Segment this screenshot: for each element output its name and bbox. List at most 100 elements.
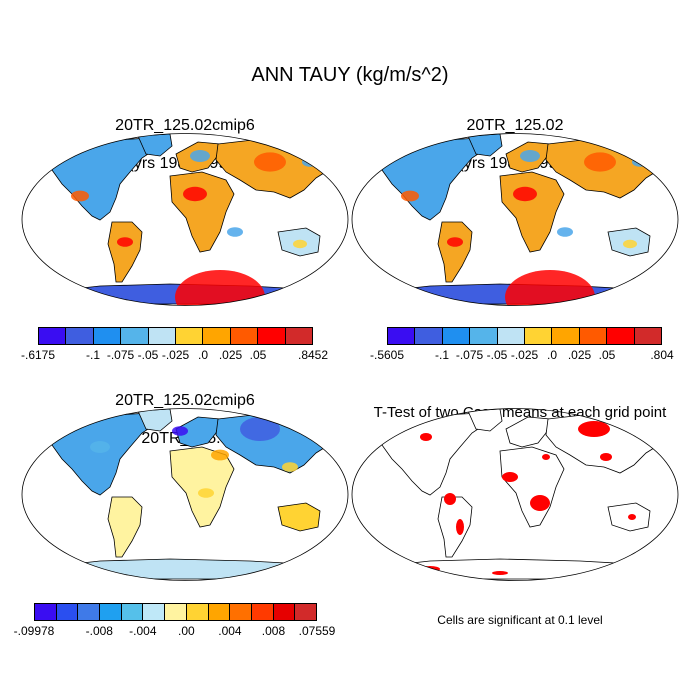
colorbar-swatch	[93, 328, 122, 344]
colorbar-swatch	[285, 328, 313, 344]
significant-region	[502, 472, 518, 482]
map-anomaly-patch	[623, 239, 637, 249]
colorbar-tick-label: -.6175	[20, 348, 56, 362]
colorbar-swatch	[415, 328, 443, 344]
significant-region	[420, 433, 432, 441]
colorbar-tick-label: .8452	[297, 348, 329, 362]
colorbar-swatch	[230, 604, 252, 620]
panel-title-diff-line1: 20TR_125.02cmip6	[115, 392, 255, 409]
colorbar-swatch	[203, 328, 231, 344]
colorbar-tick-label: .0	[546, 348, 558, 362]
continent-namerica	[39, 137, 161, 221]
colorbar-swatch	[497, 328, 526, 344]
colorbar-swatch	[208, 604, 231, 620]
map-content	[369, 408, 669, 580]
map-anomaly-patch	[211, 449, 229, 461]
significant-region	[628, 514, 636, 520]
continent-africa	[499, 446, 565, 528]
colorbar-tick-label: .0	[197, 348, 209, 362]
significant-region	[600, 453, 612, 461]
colorbar-tick-label: -.05	[486, 348, 508, 362]
map-anomaly-patch	[584, 152, 616, 172]
panel-title-case1-line1: 20TR_125.02cmip6	[115, 117, 255, 134]
colorbar-tick-label: .004	[218, 624, 242, 638]
colorbar-tick-label: -.09978	[13, 624, 55, 638]
map-border	[351, 133, 679, 306]
colorbar-tick-label: -.025	[510, 348, 539, 362]
continent-asia	[215, 412, 339, 474]
colorbar-swatch	[607, 328, 635, 344]
map-content	[39, 133, 339, 306]
colorbar-swatch	[470, 328, 498, 344]
colorbar-tick-label: -.008	[85, 624, 113, 638]
map-anomaly-patch	[401, 190, 419, 202]
colorbar-swatch	[525, 328, 553, 344]
colorbar-swatch	[143, 604, 166, 620]
map-anomaly-patch	[172, 426, 188, 436]
colorbar-swatch	[230, 328, 259, 344]
map-anomaly-patch	[513, 186, 537, 202]
map-anomaly-patch	[190, 150, 210, 162]
colorbar-tick-label: .025	[567, 348, 592, 362]
map-border	[351, 408, 679, 581]
significant-region	[492, 571, 508, 575]
colorbar-strip	[387, 327, 662, 345]
colorbar-swatch	[56, 604, 79, 620]
continent-africa	[169, 171, 235, 253]
colorbar-swatch	[39, 328, 67, 344]
panel-title-case2-line1: 20TR_125.02	[466, 117, 564, 134]
colorbar-strip	[34, 603, 317, 621]
map-diff	[21, 408, 349, 581]
map-anomaly-patch	[557, 227, 573, 237]
map-anomaly-patch	[302, 157, 318, 167]
colorbar-tick-label: .05	[249, 348, 267, 362]
continent-europe	[505, 416, 551, 448]
map-case1	[21, 133, 349, 306]
colorbar-swatch	[273, 604, 296, 620]
colorbar-tick-label: .00	[178, 624, 195, 638]
map-anomaly-patch	[175, 270, 265, 306]
continent-namerica	[369, 412, 491, 496]
continent-europe	[175, 416, 221, 448]
colorbar-swatch	[186, 604, 209, 620]
map-anomaly-patch	[632, 157, 648, 167]
continent-samerica	[107, 496, 143, 558]
colorbar-swatch	[66, 328, 94, 344]
map-anomaly-patch	[520, 150, 540, 162]
continent-namerica	[369, 137, 491, 221]
significant-region	[456, 519, 464, 535]
colorbar-tick-label: -.5605	[369, 348, 405, 362]
map-anomaly-patch	[117, 237, 133, 247]
colorbar-tick-label: .07559	[298, 624, 336, 638]
continent-antarctica	[45, 558, 338, 580]
colorbar-swatch	[165, 604, 187, 620]
continent-samerica	[437, 221, 473, 283]
continent-antarctica	[375, 558, 668, 580]
colorbar-swatch	[121, 604, 144, 620]
colorbar-tick-label: -.075	[455, 348, 484, 362]
colorbar-tick-label: .008	[261, 624, 286, 638]
map-border	[21, 408, 349, 581]
colorbar-case2: -.5605 -.1 -.075 -.05 -.025 .0 .025 .05 .804	[370, 327, 674, 362]
map-anomaly-patch	[505, 270, 595, 306]
colorbar-tick-label: -.1	[85, 348, 101, 362]
continent-asia	[545, 412, 669, 474]
colorbar-swatch	[388, 328, 416, 344]
significant-region	[420, 566, 440, 572]
continent-africa	[499, 171, 565, 253]
colorbar-swatch	[251, 604, 274, 620]
significant-region	[542, 454, 550, 460]
colorbar-swatch	[100, 604, 122, 620]
colorbar-tick-label: .804	[650, 348, 674, 362]
colorbar-strip	[38, 327, 313, 345]
ttest-note: Cells are significant at 0.1 level	[437, 613, 603, 627]
map-content	[369, 133, 669, 306]
colorbar-case1: -.6175 -.1 -.075 -.05 -.025 .0 .025 .05 .8452	[21, 327, 328, 362]
figure-title: ANN TAUY (kg/m/s^2)	[251, 64, 449, 86]
map-anomaly-patch	[282, 462, 298, 472]
significant-region	[388, 423, 404, 431]
map-ttest	[351, 408, 679, 581]
colorbar-swatch	[579, 328, 608, 344]
colorbar-swatch	[78, 604, 101, 620]
colorbar-swatch	[295, 604, 316, 620]
